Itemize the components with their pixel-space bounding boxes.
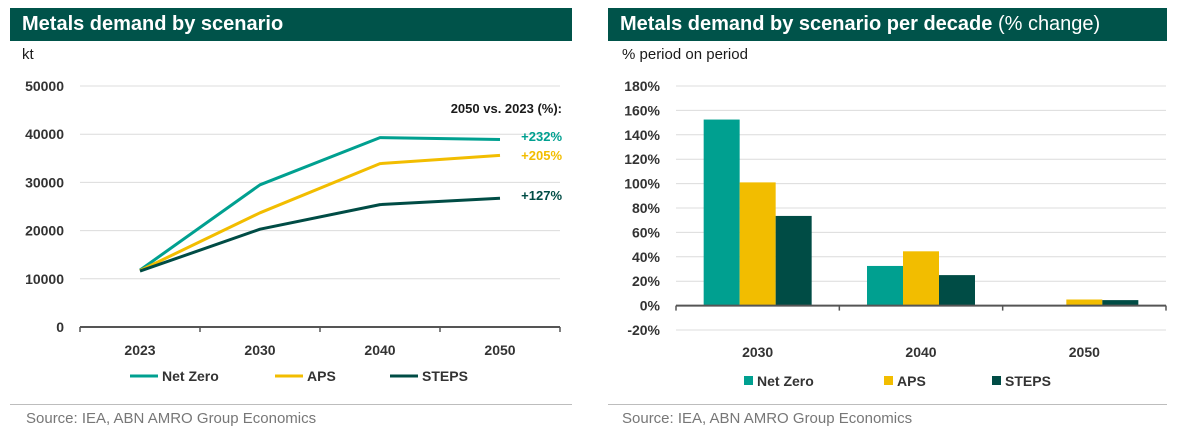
line-chart: 0 10000 20000 30000 40000 50000 2023 2030 2040 20… — [25, 78, 562, 384]
x-tick-label: 2040 — [364, 342, 395, 358]
y-tick-label: 20000 — [25, 223, 64, 239]
left-chart-source: Source: IEA, ABN AMRO Group Economics — [26, 410, 317, 427]
left-chart-panel: Metals demand by scenario kt 0 10000 20000… — [0, 0, 580, 444]
legend-swatch — [884, 376, 893, 385]
left-chart-unit: kt — [22, 46, 34, 63]
bar-net-zero-2030 — [703, 119, 740, 306]
y-tick-label: 20% — [632, 273, 661, 289]
y-tick-label: 0 — [56, 319, 64, 335]
legend-label: APS — [307, 368, 336, 384]
legend-label: STEPS — [1005, 373, 1051, 389]
legend-label: STEPS — [422, 368, 468, 384]
bar-chart: -20% 0% 20% 40% 60% 80% 100% 120% 140% 160% 180% 20… — [624, 78, 1167, 389]
bar-aps-2030 — [739, 182, 776, 306]
x-tick-label: 2050 — [1069, 344, 1100, 360]
y-tick-label: 50000 — [25, 78, 64, 94]
right-chart-unit: % period on period — [622, 46, 748, 63]
end-label-aps: +205% — [521, 148, 562, 163]
y-tick-label: -20% — [627, 322, 660, 338]
legend-swatch — [992, 376, 1001, 385]
y-tick-label: 40000 — [25, 126, 64, 142]
legend-swatch — [744, 376, 753, 385]
end-label-net-zero: +232% — [521, 129, 562, 144]
y-tick-label: 10000 — [25, 271, 64, 287]
bar-aps-2040 — [903, 251, 939, 306]
y-tick-label: 100% — [624, 176, 660, 192]
y-tick-label: 40% — [632, 249, 661, 265]
bar-net-zero-2040 — [867, 265, 903, 306]
bar-steps-2030 — [775, 215, 812, 306]
series-line-net-zero — [139, 136, 501, 272]
x-tick-label: 2040 — [905, 344, 936, 360]
right-source-divider — [608, 404, 1167, 405]
y-tick-label: 180% — [624, 78, 660, 94]
y-tick-label: 80% — [632, 200, 661, 216]
left-chart-title: Metals demand by scenario — [10, 8, 572, 41]
bar-steps-2040 — [939, 275, 975, 306]
legend-label: Net Zero — [757, 373, 814, 389]
end-label-steps: +127% — [521, 188, 562, 203]
right-chart-title: Metals demand by scenario per decade (% … — [608, 8, 1167, 41]
y-tick-label: 30000 — [25, 174, 64, 190]
series-line-aps — [139, 153, 501, 272]
y-tick-label: 0% — [640, 298, 661, 314]
y-tick-label: 140% — [624, 127, 660, 143]
y-tick-label: 120% — [624, 151, 660, 167]
right-chart-title-suffix: (% change) — [997, 13, 1101, 35]
x-tick-label: 2023 — [124, 342, 155, 358]
bar-steps-2050 — [1102, 300, 1139, 306]
y-tick-label: 60% — [632, 224, 661, 240]
bar-aps-2050 — [1066, 299, 1103, 306]
x-tick-label: 2030 — [244, 342, 275, 358]
x-tick-label: 2030 — [742, 344, 773, 360]
annotation-header: 2050 vs. 2023 (%): — [451, 101, 562, 116]
left-source-divider — [10, 404, 572, 405]
y-tick-label: 160% — [624, 102, 660, 118]
x-tick-label: 2050 — [484, 342, 515, 358]
legend-label: APS — [897, 373, 926, 389]
right-chart-panel: Metals demand by scenario per decade (% … — [600, 0, 1185, 444]
series-line-steps — [139, 196, 501, 273]
legend-label: Net Zero — [162, 368, 219, 384]
right-chart-source: Source: IEA, ABN AMRO Group Economics — [622, 410, 913, 427]
